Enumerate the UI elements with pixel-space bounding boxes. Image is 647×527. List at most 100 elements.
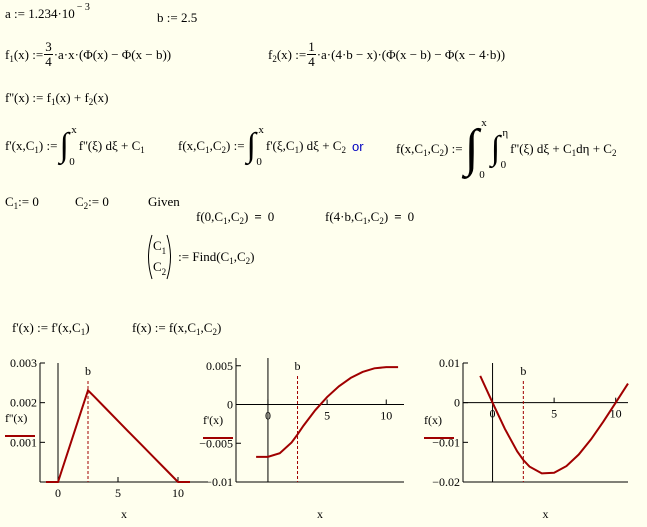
text: ) :=: [444, 141, 463, 156]
subscript: 1: [13, 201, 19, 211]
text: Given: [148, 194, 180, 209]
vector: C1 C2: [153, 236, 166, 278]
text: f'(x) := f'(x,C: [12, 320, 81, 335]
text: ) :=: [226, 138, 245, 153]
upper-limit: x: [71, 124, 77, 136]
integral: ∫ x 0: [59, 124, 76, 168]
lower-limit: 0: [479, 169, 485, 181]
text: f(x) := f(x,C: [132, 320, 197, 335]
text: 0: [267, 209, 275, 224]
denominator: 4: [308, 54, 315, 69]
text: ,C: [200, 320, 213, 335]
text: C: [153, 238, 162, 253]
integral-sign: ∫: [490, 130, 501, 167]
x-tick-label: 0: [490, 407, 496, 421]
marker-label: b: [295, 359, 301, 373]
subscript: 1: [9, 53, 14, 64]
given-keyword: Given: [148, 194, 180, 210]
y-tick-label: 0.005: [206, 359, 233, 373]
lower-limit: 0: [256, 156, 262, 168]
text: ,C: [367, 209, 380, 224]
subscript: 1: [34, 145, 39, 155]
text: f''(x) := f: [5, 90, 51, 105]
text: f: [5, 46, 10, 62]
subscript: 2: [161, 267, 167, 277]
y-tick-label: 0.002: [10, 396, 37, 410]
upper-limit: x: [258, 124, 264, 136]
text: a := 1.234·10: [5, 6, 75, 21]
text: dη + C: [576, 141, 612, 156]
curve: [256, 366, 399, 458]
f2-definition: f 2 (x) := 1 4 ·a·(4·b − x)·(Φ(x − b) − Φ(x …: [268, 40, 505, 69]
legend-label: f''(x): [5, 411, 27, 425]
constraint-2: f(4·b,C 1 ,C 2) = 0: [325, 209, 415, 226]
f-alias: f(x) := f(x,C 1 ,C 2): [132, 320, 221, 337]
fp-alias: f'(x) := f'(x,C 1): [12, 320, 90, 337]
subscript: 1: [423, 148, 428, 158]
upper-limit: η: [502, 127, 509, 139]
subscript: 1: [196, 327, 201, 337]
right-paren: [166, 234, 172, 280]
text: := 0: [18, 194, 39, 209]
integral-sign: ∫: [246, 127, 256, 164]
text: ,C: [209, 138, 222, 153]
subscript: 1: [362, 216, 368, 226]
subscript: 2: [212, 327, 217, 337]
subscript: 1: [140, 145, 145, 155]
subscript: 2: [341, 145, 346, 155]
y-tick-label: 0.003: [10, 356, 37, 370]
text: (x) :=: [13, 46, 44, 62]
curve: [46, 388, 190, 483]
text: ): [383, 209, 389, 224]
text: ,C: [233, 249, 246, 264]
numerator: 3: [44, 39, 53, 55]
y-tick-label: −0.01: [432, 435, 460, 449]
integral-sign: ∫: [464, 120, 479, 177]
y-tick-label: −0.02: [432, 475, 460, 489]
text: ): [85, 320, 90, 335]
integral-sign: ∫: [59, 127, 69, 164]
fpp-definition: f''(x) := f 1 (x) + f 2 (x): [5, 90, 109, 107]
subscript: 1: [205, 145, 210, 155]
text: f''(ξ) dξ + C: [78, 138, 141, 153]
subscript: 2: [88, 97, 94, 107]
x-tick-label: 5: [115, 486, 121, 500]
text: C: [153, 259, 162, 274]
text: f: [268, 46, 273, 62]
text: f(0,C: [196, 209, 224, 224]
subscript: 2: [83, 201, 89, 211]
f-definition: f(x,C 1 ,C 2) := ∫ x 0 f'(ξ,C 1) dξ + C 2 or: [178, 124, 370, 168]
marker-label: b: [85, 364, 91, 378]
subscript: 1: [571, 148, 577, 158]
text: ·a·x·(Φ(x) − Φ(x − b)): [53, 46, 172, 62]
upper-limit: x: [481, 117, 487, 129]
a-definition: a := 1.234·10− 3: [5, 2, 90, 22]
b-definition: b := 2.5: [157, 10, 197, 26]
text: ) dξ + C: [299, 138, 342, 153]
text: C: [5, 194, 14, 209]
y-tick-label: 0: [454, 396, 460, 410]
subscript: 1: [161, 246, 167, 256]
y-tick-label: −0.005: [199, 436, 233, 450]
text: C: [75, 194, 84, 209]
text: (x): [93, 90, 109, 105]
text: (x) :=: [276, 46, 307, 62]
y-tick-label: −0.01: [205, 475, 233, 489]
text: 0: [407, 209, 415, 224]
x-tick-label: 5: [324, 409, 330, 423]
y-tick-label: 0: [227, 398, 233, 412]
x-tick-label: 5: [551, 407, 557, 421]
curve: [479, 375, 629, 475]
x-tick-label: 0: [265, 409, 271, 423]
lower-limit: 0: [69, 156, 75, 168]
element: C1: [153, 236, 166, 257]
subscript: 2: [439, 148, 445, 158]
x-tick-label: 10: [172, 486, 184, 500]
element: C2: [153, 257, 166, 278]
